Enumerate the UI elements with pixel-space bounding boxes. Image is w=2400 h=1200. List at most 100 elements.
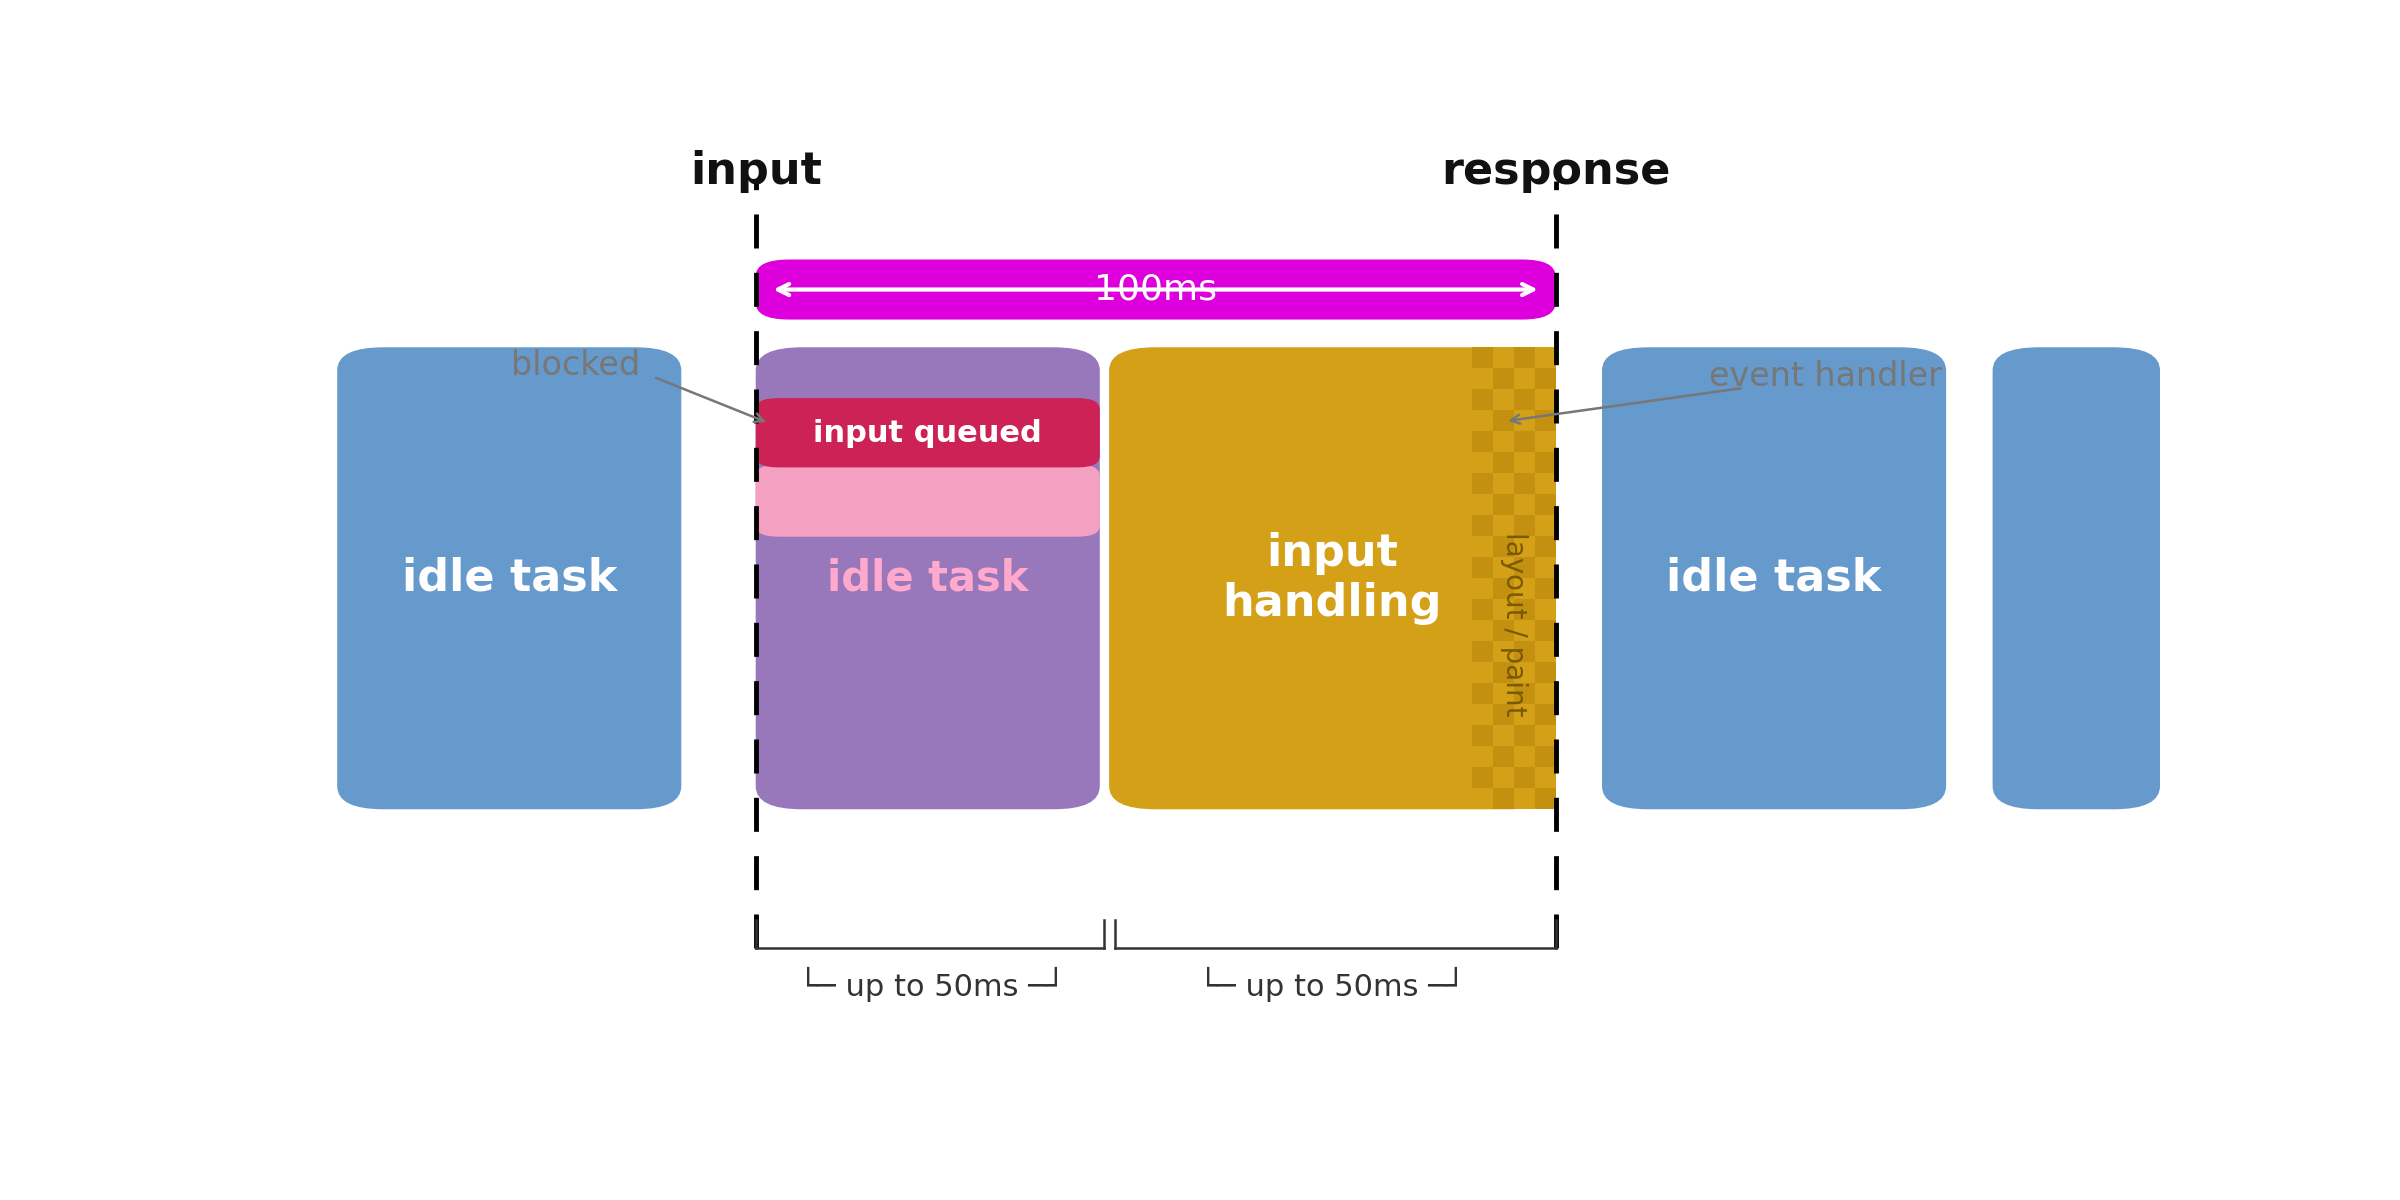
Bar	[1493, 515, 1514, 536]
Bar	[1514, 515, 1534, 536]
Text: input queued: input queued	[814, 419, 1042, 448]
Bar	[1534, 410, 1555, 431]
Bar	[1534, 473, 1555, 494]
Bar	[1534, 368, 1555, 389]
FancyBboxPatch shape	[756, 259, 1555, 319]
Bar	[1493, 389, 1514, 410]
Bar	[1471, 410, 1493, 431]
FancyBboxPatch shape	[756, 464, 1099, 536]
Bar	[1493, 725, 1514, 746]
Bar	[1534, 599, 1555, 620]
Bar	[1471, 725, 1493, 746]
Bar	[1471, 704, 1493, 725]
Bar	[1534, 536, 1555, 557]
Bar	[1493, 452, 1514, 473]
Bar	[1534, 389, 1555, 410]
Bar	[1534, 767, 1555, 788]
Bar	[1514, 641, 1534, 662]
Text: blocked: blocked	[511, 349, 641, 383]
Bar	[1493, 683, 1514, 704]
Bar	[1493, 788, 1514, 809]
Bar	[1493, 410, 1514, 431]
Bar	[1471, 683, 1493, 704]
Bar	[1534, 641, 1555, 662]
Bar	[1534, 557, 1555, 578]
Bar	[1534, 578, 1555, 599]
FancyBboxPatch shape	[336, 347, 682, 809]
Bar	[1514, 704, 1534, 725]
Bar	[1514, 767, 1534, 788]
FancyBboxPatch shape	[1109, 347, 1555, 809]
Bar	[1534, 347, 1555, 368]
Bar	[1514, 725, 1534, 746]
Bar	[1514, 536, 1534, 557]
Bar	[1534, 620, 1555, 641]
Bar	[1471, 662, 1493, 683]
Bar	[1534, 788, 1555, 809]
Bar	[1514, 557, 1534, 578]
Bar	[1514, 389, 1534, 410]
Bar	[1514, 662, 1534, 683]
Bar	[1514, 620, 1534, 641]
Text: idle task: idle task	[1666, 557, 1882, 600]
FancyBboxPatch shape	[756, 398, 1099, 467]
Text: idle task: idle task	[401, 557, 617, 600]
FancyBboxPatch shape	[1992, 347, 2160, 809]
Bar	[1514, 368, 1534, 389]
Bar	[1534, 431, 1555, 452]
Bar	[1493, 473, 1514, 494]
Bar	[1514, 578, 1534, 599]
Bar	[1534, 515, 1555, 536]
Bar	[1534, 704, 1555, 725]
Bar	[1471, 494, 1493, 515]
Bar	[1471, 347, 1493, 368]
Text: └─ up to 50ms ─┘: └─ up to 50ms ─┘	[799, 967, 1066, 1002]
FancyBboxPatch shape	[1603, 347, 1946, 809]
Text: input
handling: input handling	[1222, 532, 1442, 625]
Bar	[1471, 620, 1493, 641]
Bar	[1534, 683, 1555, 704]
Text: response: response	[1440, 150, 1670, 193]
Bar	[1493, 347, 1514, 368]
Bar	[1471, 473, 1493, 494]
Bar	[1493, 431, 1514, 452]
Text: idle task: idle task	[828, 557, 1030, 599]
Text: └─ up to 50ms ─┘: └─ up to 50ms ─┘	[1200, 967, 1466, 1002]
Bar	[1514, 431, 1534, 452]
Bar	[1534, 746, 1555, 767]
Bar	[1471, 746, 1493, 767]
Bar	[1493, 704, 1514, 725]
Bar	[1514, 788, 1534, 809]
FancyBboxPatch shape	[756, 347, 1099, 809]
Bar	[1514, 683, 1534, 704]
Bar	[1471, 515, 1493, 536]
Bar	[1493, 746, 1514, 767]
Bar	[1514, 494, 1534, 515]
Bar	[1471, 431, 1493, 452]
Bar	[1471, 452, 1493, 473]
Bar	[1471, 557, 1493, 578]
Bar	[1514, 746, 1534, 767]
Bar	[1493, 662, 1514, 683]
Bar	[1471, 368, 1493, 389]
Bar	[1493, 536, 1514, 557]
Bar	[1471, 389, 1493, 410]
Bar	[1471, 767, 1493, 788]
Bar	[1493, 641, 1514, 662]
Bar	[1534, 452, 1555, 473]
Bar	[1471, 788, 1493, 809]
Bar	[1471, 641, 1493, 662]
Bar	[1514, 452, 1534, 473]
Bar	[1493, 368, 1514, 389]
Bar	[1534, 662, 1555, 683]
Bar	[1493, 767, 1514, 788]
Bar	[1514, 347, 1534, 368]
Bar	[1471, 578, 1493, 599]
Bar	[1493, 620, 1514, 641]
Bar	[1471, 536, 1493, 557]
Bar	[1534, 494, 1555, 515]
Bar	[1493, 578, 1514, 599]
Bar	[1493, 599, 1514, 620]
Bar	[1534, 725, 1555, 746]
Bar	[1514, 473, 1534, 494]
